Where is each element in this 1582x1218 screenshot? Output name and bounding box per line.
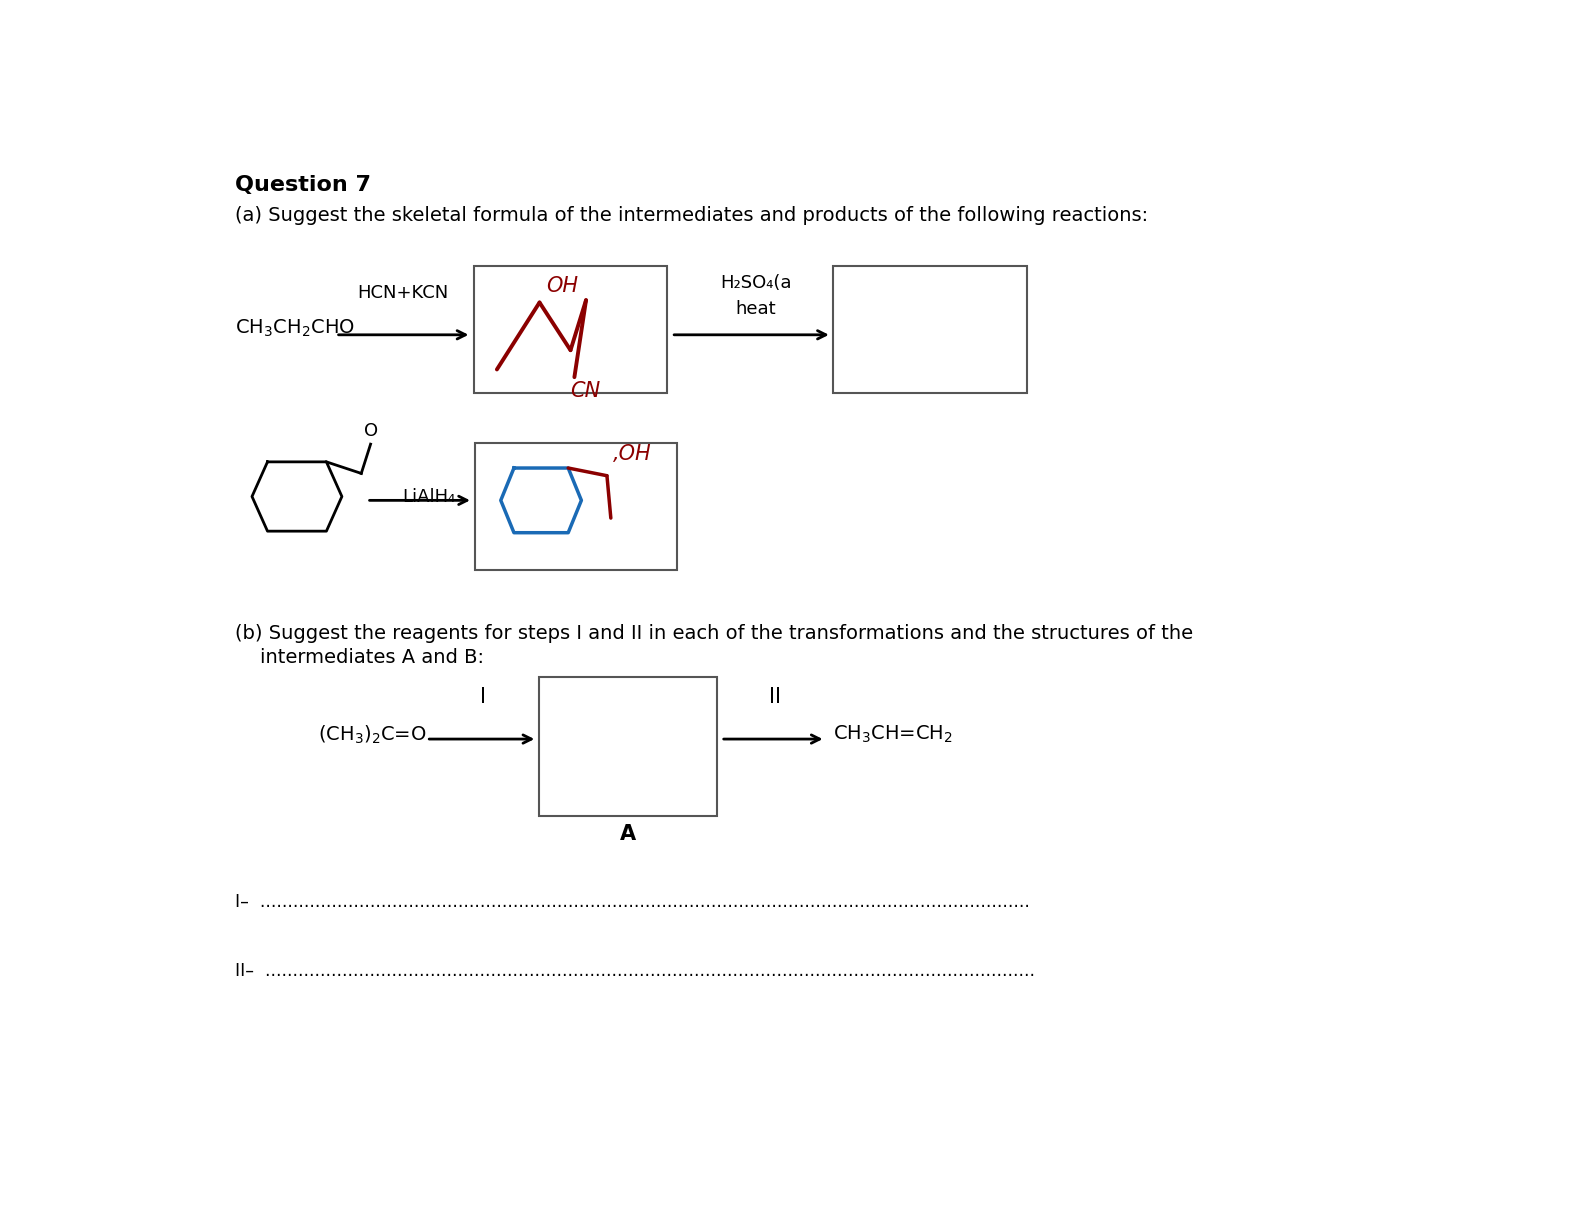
Text: (a) Suggest the skeletal formula of the intermediates and products of the follow: (a) Suggest the skeletal formula of the … — [236, 206, 1149, 225]
Text: CH$_3$CH$_2$CHO: CH$_3$CH$_2$CHO — [236, 318, 354, 339]
Text: (CH$_3$)$_2$C=O: (CH$_3$)$_2$C=O — [318, 723, 427, 745]
Text: II: II — [769, 687, 782, 706]
Text: heat: heat — [736, 300, 777, 318]
Text: A: A — [620, 823, 636, 844]
Text: CN: CN — [571, 381, 601, 401]
Text: OH: OH — [546, 276, 577, 296]
Text: II–  ...........................................................................: II– ....................................… — [236, 962, 1035, 980]
Bar — [834, 266, 1027, 392]
Text: intermediates A and B:: intermediates A and B: — [236, 648, 484, 667]
Text: I–  ............................................................................: I– .....................................… — [236, 893, 1030, 911]
Text: Question 7: Question 7 — [236, 175, 370, 195]
Text: CH$_3$CH=CH$_2$: CH$_3$CH=CH$_2$ — [834, 723, 954, 745]
Text: ,OH: ,OH — [614, 445, 652, 464]
Bar — [473, 266, 668, 392]
Text: O: O — [364, 423, 378, 440]
Bar — [539, 677, 717, 816]
Text: H₂SO₄(a: H₂SO₄(a — [720, 274, 791, 292]
Bar — [475, 442, 677, 570]
Text: HCN+KCN: HCN+KCN — [358, 285, 449, 302]
Text: (b) Suggest the reagents for steps I and II in each of the transformations and t: (b) Suggest the reagents for steps I and… — [236, 624, 1193, 643]
Text: LiAlH₄: LiAlH₄ — [402, 487, 456, 505]
Text: I: I — [479, 687, 486, 706]
